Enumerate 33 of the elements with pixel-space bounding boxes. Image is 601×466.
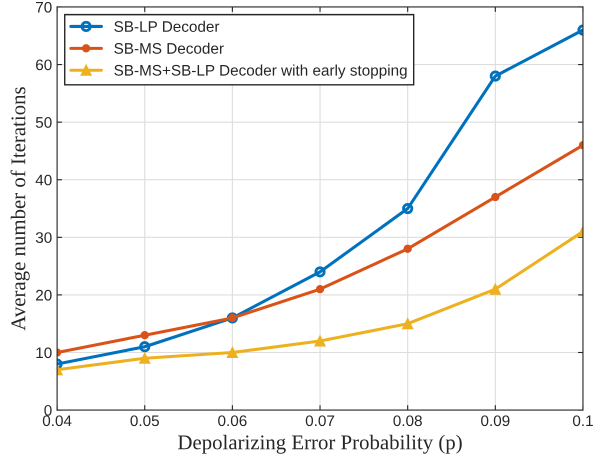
point <box>316 284 324 294</box>
y-tick-label: 60 <box>36 59 52 70</box>
y-tick-label: 40 <box>36 174 52 186</box>
y-axis-title: Average number of Iterations <box>10 87 30 330</box>
point <box>140 331 149 340</box>
y-tick-label: 50 <box>36 117 52 128</box>
point <box>402 318 414 330</box>
point <box>314 335 326 347</box>
y-tick-label: 20 <box>36 290 52 301</box>
point <box>490 284 501 295</box>
x-tick-label: 0.09 <box>481 415 510 426</box>
y-tick-label: 30 <box>36 232 52 244</box>
x-tick-label: 0.1 <box>572 415 593 426</box>
point <box>402 202 414 214</box>
point <box>139 341 150 352</box>
y-tick-label: 70 <box>36 2 52 13</box>
x-tick-label: 0.04 <box>42 415 72 426</box>
point <box>314 266 326 278</box>
point <box>139 352 150 364</box>
point <box>226 346 238 358</box>
legend-label: SB-LP Decoder <box>114 20 220 32</box>
x-tick-label: 0.05 <box>130 415 159 426</box>
x-tick-label: 0.08 <box>393 415 422 426</box>
point <box>491 192 500 202</box>
point <box>404 244 412 254</box>
legend-label: SB-MS+SB-LP Decoder with early stopping <box>114 64 407 79</box>
y-tick-label: 10 <box>36 347 52 358</box>
legend-label: SB-MS Decoder <box>114 42 224 54</box>
y-tick-label: 0 <box>44 404 52 416</box>
x-tick-label: 0.06 <box>218 415 247 426</box>
x-axis-title: Depolarizing Error Probability (p) <box>178 434 462 454</box>
x-tick-label: 0.07 <box>306 415 334 426</box>
point <box>490 70 501 82</box>
